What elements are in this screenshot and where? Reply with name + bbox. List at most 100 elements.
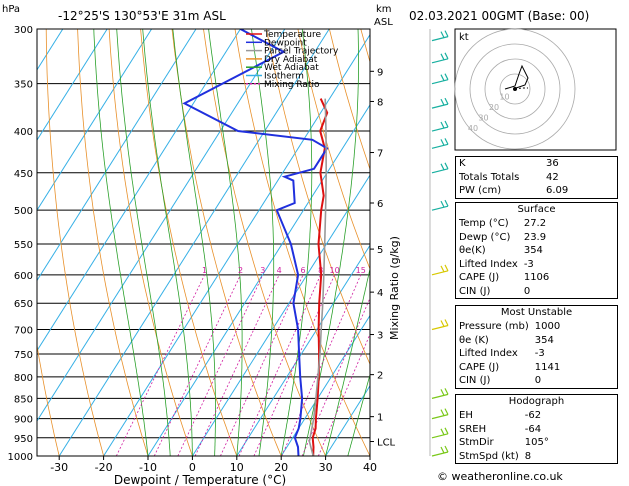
km-tick-label: 7 xyxy=(377,149,383,160)
mu-row: Lifted Index -3 xyxy=(459,348,545,359)
wind-barb xyxy=(431,162,449,174)
legend-entry: Mixing Ratio xyxy=(264,80,320,90)
dry-adiabat xyxy=(140,29,238,456)
isotherm xyxy=(37,29,153,212)
hodo-row: StmSpd (kt) 8 xyxy=(459,450,532,462)
most-unstable-title: Most Unstable xyxy=(500,307,573,318)
wind-barb xyxy=(431,388,449,399)
km-tick-label: 2 xyxy=(377,371,383,382)
index-row: K 36 xyxy=(459,158,559,169)
pressure-tick-label: 700 xyxy=(14,326,33,337)
hodograph-ring-label: 30 xyxy=(478,114,488,123)
dry-adiabat xyxy=(329,29,370,171)
hodograph-ring xyxy=(499,73,531,105)
pressure-tick-label: 750 xyxy=(14,350,33,361)
km-tick-label: 3 xyxy=(377,331,383,342)
isotherm xyxy=(147,103,370,456)
hodograph-frame xyxy=(454,28,617,151)
legend-entry: Wet Adiabat xyxy=(264,63,319,73)
wind-barb xyxy=(431,427,449,439)
series-line-parcel-trajectory xyxy=(308,98,328,456)
mixing-ratio-line xyxy=(281,274,362,456)
wind-barb xyxy=(431,73,449,85)
surface-title: Surface xyxy=(517,204,556,215)
isotherm xyxy=(37,29,241,352)
diagram-grid xyxy=(37,29,370,456)
hodo-row: StmDir 105° xyxy=(459,437,549,448)
wind-barb xyxy=(431,120,449,132)
dry-adiabat xyxy=(45,29,104,456)
mixing-ratio-line xyxy=(153,274,241,456)
pressure-tick-label: 1000 xyxy=(8,452,33,463)
wet-adiabat xyxy=(303,29,359,456)
x-tick-label: 0 xyxy=(189,461,196,474)
km-tick-label: 4 xyxy=(377,288,383,299)
km-tick-label: LCL xyxy=(377,438,396,449)
surface-row: Temp (°C) 27.2 xyxy=(459,218,547,229)
dry-adiabat xyxy=(37,342,60,456)
legend-entry: Dry Adiabat xyxy=(264,55,318,65)
mixing-ratio-label: 3 xyxy=(260,266,265,275)
hodograph-ring-label: 10 xyxy=(499,93,509,102)
isotherm xyxy=(37,29,108,141)
wet-adiabat xyxy=(116,29,171,456)
dry-adiabat xyxy=(297,29,370,271)
x-tick-label: -10 xyxy=(139,461,157,474)
surface-panel: Surface Temp (°C) 27.2 Dewp (°C) 23.9 θe(K… xyxy=(455,202,618,299)
mixing-ratio-line xyxy=(220,274,304,456)
wind-barb xyxy=(431,264,449,276)
mixing-ratio-label: 4 xyxy=(277,266,282,275)
hodograph-table-title: Hodograph xyxy=(508,396,565,407)
wet-adiabat xyxy=(142,29,193,456)
mixing-ratio-line xyxy=(177,274,264,456)
wind-barb xyxy=(431,30,449,42)
wind-barb xyxy=(431,52,449,64)
wind-barbs xyxy=(429,29,449,457)
x-tick-label: 20 xyxy=(274,461,288,474)
mixing-ratio-line xyxy=(238,274,321,456)
mixing-ratio-line xyxy=(253,274,335,456)
legend-entry: Isotherm xyxy=(264,72,304,82)
surface-row: Dewp (°C) 23.9 xyxy=(459,231,547,243)
mixing-ratio-label: 6 xyxy=(301,266,306,275)
km-tick-label: 1 xyxy=(377,413,383,424)
mu-row: Pressure (mb) 1000 xyxy=(459,321,561,332)
mu-row: θe (K) 354 xyxy=(459,334,554,346)
dry-adiabat xyxy=(266,29,370,366)
series-line-dewpoint xyxy=(182,29,329,456)
mixing-ratio-label: 15 xyxy=(356,266,366,275)
surface-row: Lifted Index -3 xyxy=(459,258,534,270)
isotherm xyxy=(58,29,330,456)
plot-frame xyxy=(36,28,371,457)
mixing-ratio-label: 20 xyxy=(375,266,385,275)
hodograph-ring xyxy=(469,43,561,135)
km-tick-label: 6 xyxy=(377,199,383,210)
pressure-tick-label: 350 xyxy=(14,80,33,91)
x-axis-title: Dewpoint / Temperature (°C) xyxy=(114,473,286,486)
mixing-ratio-label: 10 xyxy=(329,266,339,275)
mixing-ratio-label: 2 xyxy=(238,266,243,275)
series-line-temperature xyxy=(311,98,329,456)
isotherm xyxy=(191,174,370,456)
surface-table: Temp (°C) 27.2 Dewp (°C) 23.9 θe(K) 354 Lif… xyxy=(456,217,595,298)
pressure-tick-label: 900 xyxy=(14,415,33,426)
datetime-title: 02.03.2021 00GMT (Base: 00) xyxy=(409,9,589,23)
wet-adiabat xyxy=(325,266,370,456)
x-tick-label: -30 xyxy=(50,461,68,474)
dry-adiabat xyxy=(203,29,326,456)
mu-row: CIN (J) 0 xyxy=(459,375,542,386)
dry-adiabat xyxy=(234,29,370,456)
km-tick-label: 5 xyxy=(377,245,383,256)
isotherm xyxy=(280,314,370,456)
hodograph-ring xyxy=(454,28,576,150)
mixing-ratio-line xyxy=(115,274,205,456)
hodograph-ring xyxy=(484,58,546,120)
index-row: PW (cm) 6.09 xyxy=(459,185,569,196)
wind-barb xyxy=(431,408,449,420)
wet-adiabat xyxy=(347,373,370,456)
location-title: -12°25'S 130°53'E 31m ASL xyxy=(58,9,226,23)
wind-barb xyxy=(431,319,449,331)
profile-lines: 1 2 3 4 6 8 10 15 20 25 xyxy=(182,29,385,456)
x-tick-label: -20 xyxy=(95,461,113,474)
